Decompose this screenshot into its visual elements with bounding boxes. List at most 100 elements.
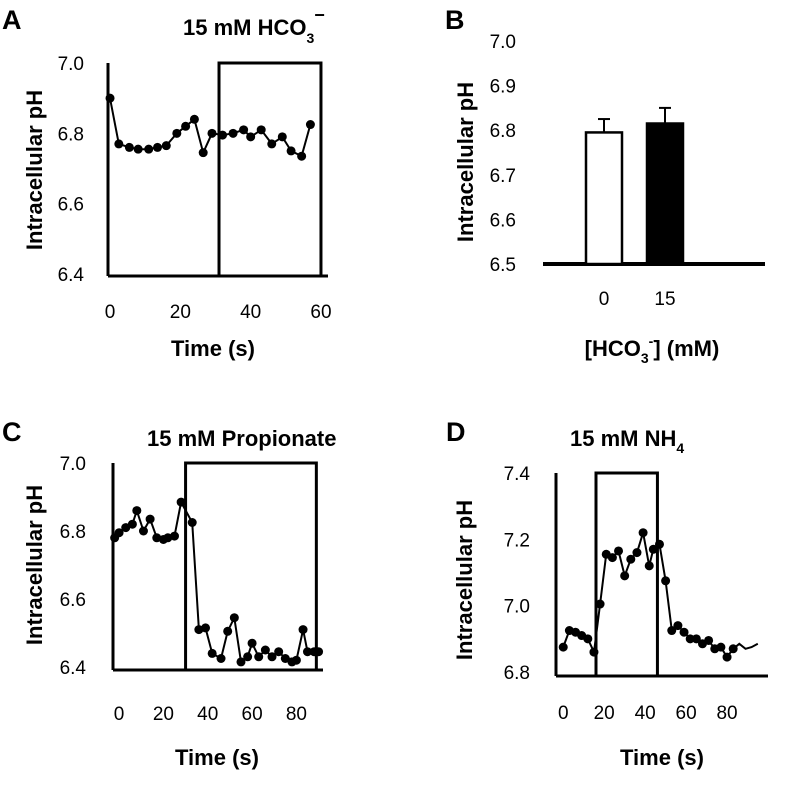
panel-d-x-tick-label: 20	[594, 703, 615, 724]
panel-c-series-line	[113, 499, 319, 664]
panel-a-data-point	[286, 146, 296, 156]
panel-c-treatment-window	[184, 461, 318, 672]
panel-c-data-point	[132, 506, 142, 516]
panel-b-bar-0	[584, 131, 624, 266]
panel-d-data-point	[620, 571, 630, 581]
panel-c-data-point	[298, 625, 308, 635]
panel-c-y-tick-label: 7.0	[60, 454, 86, 475]
panel-d-y-tick-label: 6.8	[504, 663, 530, 684]
panel-d-data-point	[632, 548, 642, 558]
panel-c-data-point	[260, 645, 270, 655]
panel-d-data-point	[558, 642, 568, 652]
panel-c-data-point	[176, 497, 186, 507]
panel-a-y-tick-label: 6.6	[58, 195, 84, 216]
panel-c-data-point	[254, 652, 264, 662]
panel-d-data-point	[595, 599, 605, 609]
panel-d-data-point	[626, 554, 636, 564]
panel-a-x-tick-label: 60	[310, 302, 331, 323]
panel-c-y-axis-label: Intracellular pH	[22, 485, 47, 645]
panel-a-data-point	[144, 144, 154, 154]
panel-d-data-point	[691, 634, 701, 644]
panel-c-data-point	[291, 655, 301, 665]
panel-c-data-point	[201, 623, 211, 633]
panel-c-data-point	[274, 647, 284, 657]
panel-d-x-tick-label: 80	[716, 703, 737, 724]
panel-a-data-point	[267, 139, 277, 149]
panel-c-y-tick-label: 6.4	[60, 658, 87, 679]
panel-d-data-point	[661, 576, 671, 586]
panel-d-x-tick-label: 60	[676, 703, 697, 724]
panel-a-data-point	[105, 93, 115, 103]
panel-label-d: D	[446, 417, 466, 447]
panel-d-data-point	[648, 544, 658, 554]
panel-d-data-point	[704, 635, 714, 645]
panel-d-data-point	[583, 634, 593, 644]
panel-a-data-point	[305, 120, 315, 130]
panel-c-data-point	[187, 518, 197, 527]
panel-c-data-point	[236, 657, 246, 667]
panel-b-y-tick-label: 6.8	[490, 121, 516, 142]
panel-c-y-tick-label: 6.8	[60, 522, 86, 543]
panel-a-y-tick-label: 7.0	[58, 54, 84, 75]
panel-c-data-point	[114, 528, 124, 538]
panel-d-y-tick-label: 7.0	[504, 597, 530, 618]
panel-d-series-line	[562, 532, 759, 659]
panel-b-y-tick-label: 6.5	[490, 255, 516, 276]
panel-d-data-point	[728, 644, 738, 654]
panel-b-plot-area	[543, 106, 765, 266]
panel-b-x-axis-label: [HCO3-] (mM)	[585, 333, 720, 366]
panel-c-data-point	[216, 654, 226, 663]
panel-a-x-tick-label: 20	[170, 302, 191, 323]
panel-a-data-point	[189, 114, 199, 124]
panel-d-data-point	[644, 561, 654, 571]
panel-b-category-labels: 0 15	[599, 289, 676, 310]
panel-label-a: A	[2, 5, 22, 35]
panel-d-x-tick-labels: 0 20 40 60 80	[558, 703, 738, 724]
panel-c-x-tick-label: 60	[242, 704, 263, 725]
panel-d-data-point	[679, 627, 689, 637]
panel-a-data-point	[172, 128, 182, 138]
panel-a-y-tick-label: 6.8	[58, 124, 84, 145]
panel-c-x-tick-label: 20	[153, 704, 174, 725]
panel-a-data-point	[124, 142, 134, 152]
panel-a-data-point	[246, 132, 256, 142]
panel-a-data-point	[161, 141, 171, 151]
panel-b-category-label: 15	[654, 289, 675, 310]
panel-c-data-point	[247, 638, 257, 648]
panel-a-y-tick-label: 6.4	[58, 265, 85, 286]
panel-c-data-point	[121, 523, 131, 533]
panel-d-data-point	[654, 539, 664, 549]
panel-c-data-point	[138, 526, 148, 536]
panel-d-data-point	[667, 626, 677, 636]
panel-c-data-point	[267, 652, 277, 662]
panel-a-data-point	[152, 142, 162, 152]
panel-c-data-point	[229, 613, 239, 623]
panel-c-x-tick-label: 40	[197, 704, 218, 725]
panel-d-y-tick-label: 7.2	[504, 530, 530, 551]
panel-c-data-point	[243, 652, 253, 662]
panel-d-x-axis-label: Time (s)	[620, 745, 704, 770]
panel-d-data-point	[716, 642, 726, 652]
panel-label-b: B	[445, 5, 465, 35]
panel-d-x-tick-label: 40	[635, 703, 656, 724]
panel-d-y-axis-label: Intracellular pH	[452, 500, 477, 660]
panel-d-y-tick-label: 7.4	[504, 464, 531, 485]
panel-c-y-tick-labels: 6.4 6.6 6.8 7.0	[60, 454, 87, 679]
panel-a-data-point	[181, 121, 191, 131]
panel-c-x-axis-label: Time (s)	[175, 745, 259, 770]
panel-b-y-tick-labels: 6.5 6.6 6.7 6.8 6.9 7.0	[490, 32, 516, 276]
panel-a-data-point	[277, 132, 287, 142]
panel-d-plot-area	[554, 471, 768, 678]
panel-c-title: 15 mM Propionate	[147, 426, 336, 451]
panel-d-title: 15 mM NH4	[570, 426, 684, 456]
panel-c-data-point	[169, 531, 179, 541]
panel-a-data-point	[228, 128, 238, 138]
panel-d: D 15 mM NH4 Intracellular pH Time (s) 6.…	[446, 417, 768, 770]
panel-c-data-point	[223, 626, 233, 636]
panel-c-data-point	[145, 514, 155, 524]
panel-c-plot-area	[110, 461, 324, 672]
panel-d-data-point	[614, 546, 624, 556]
panel-a-data-point	[114, 139, 124, 149]
panel-a-data-point	[198, 148, 208, 158]
